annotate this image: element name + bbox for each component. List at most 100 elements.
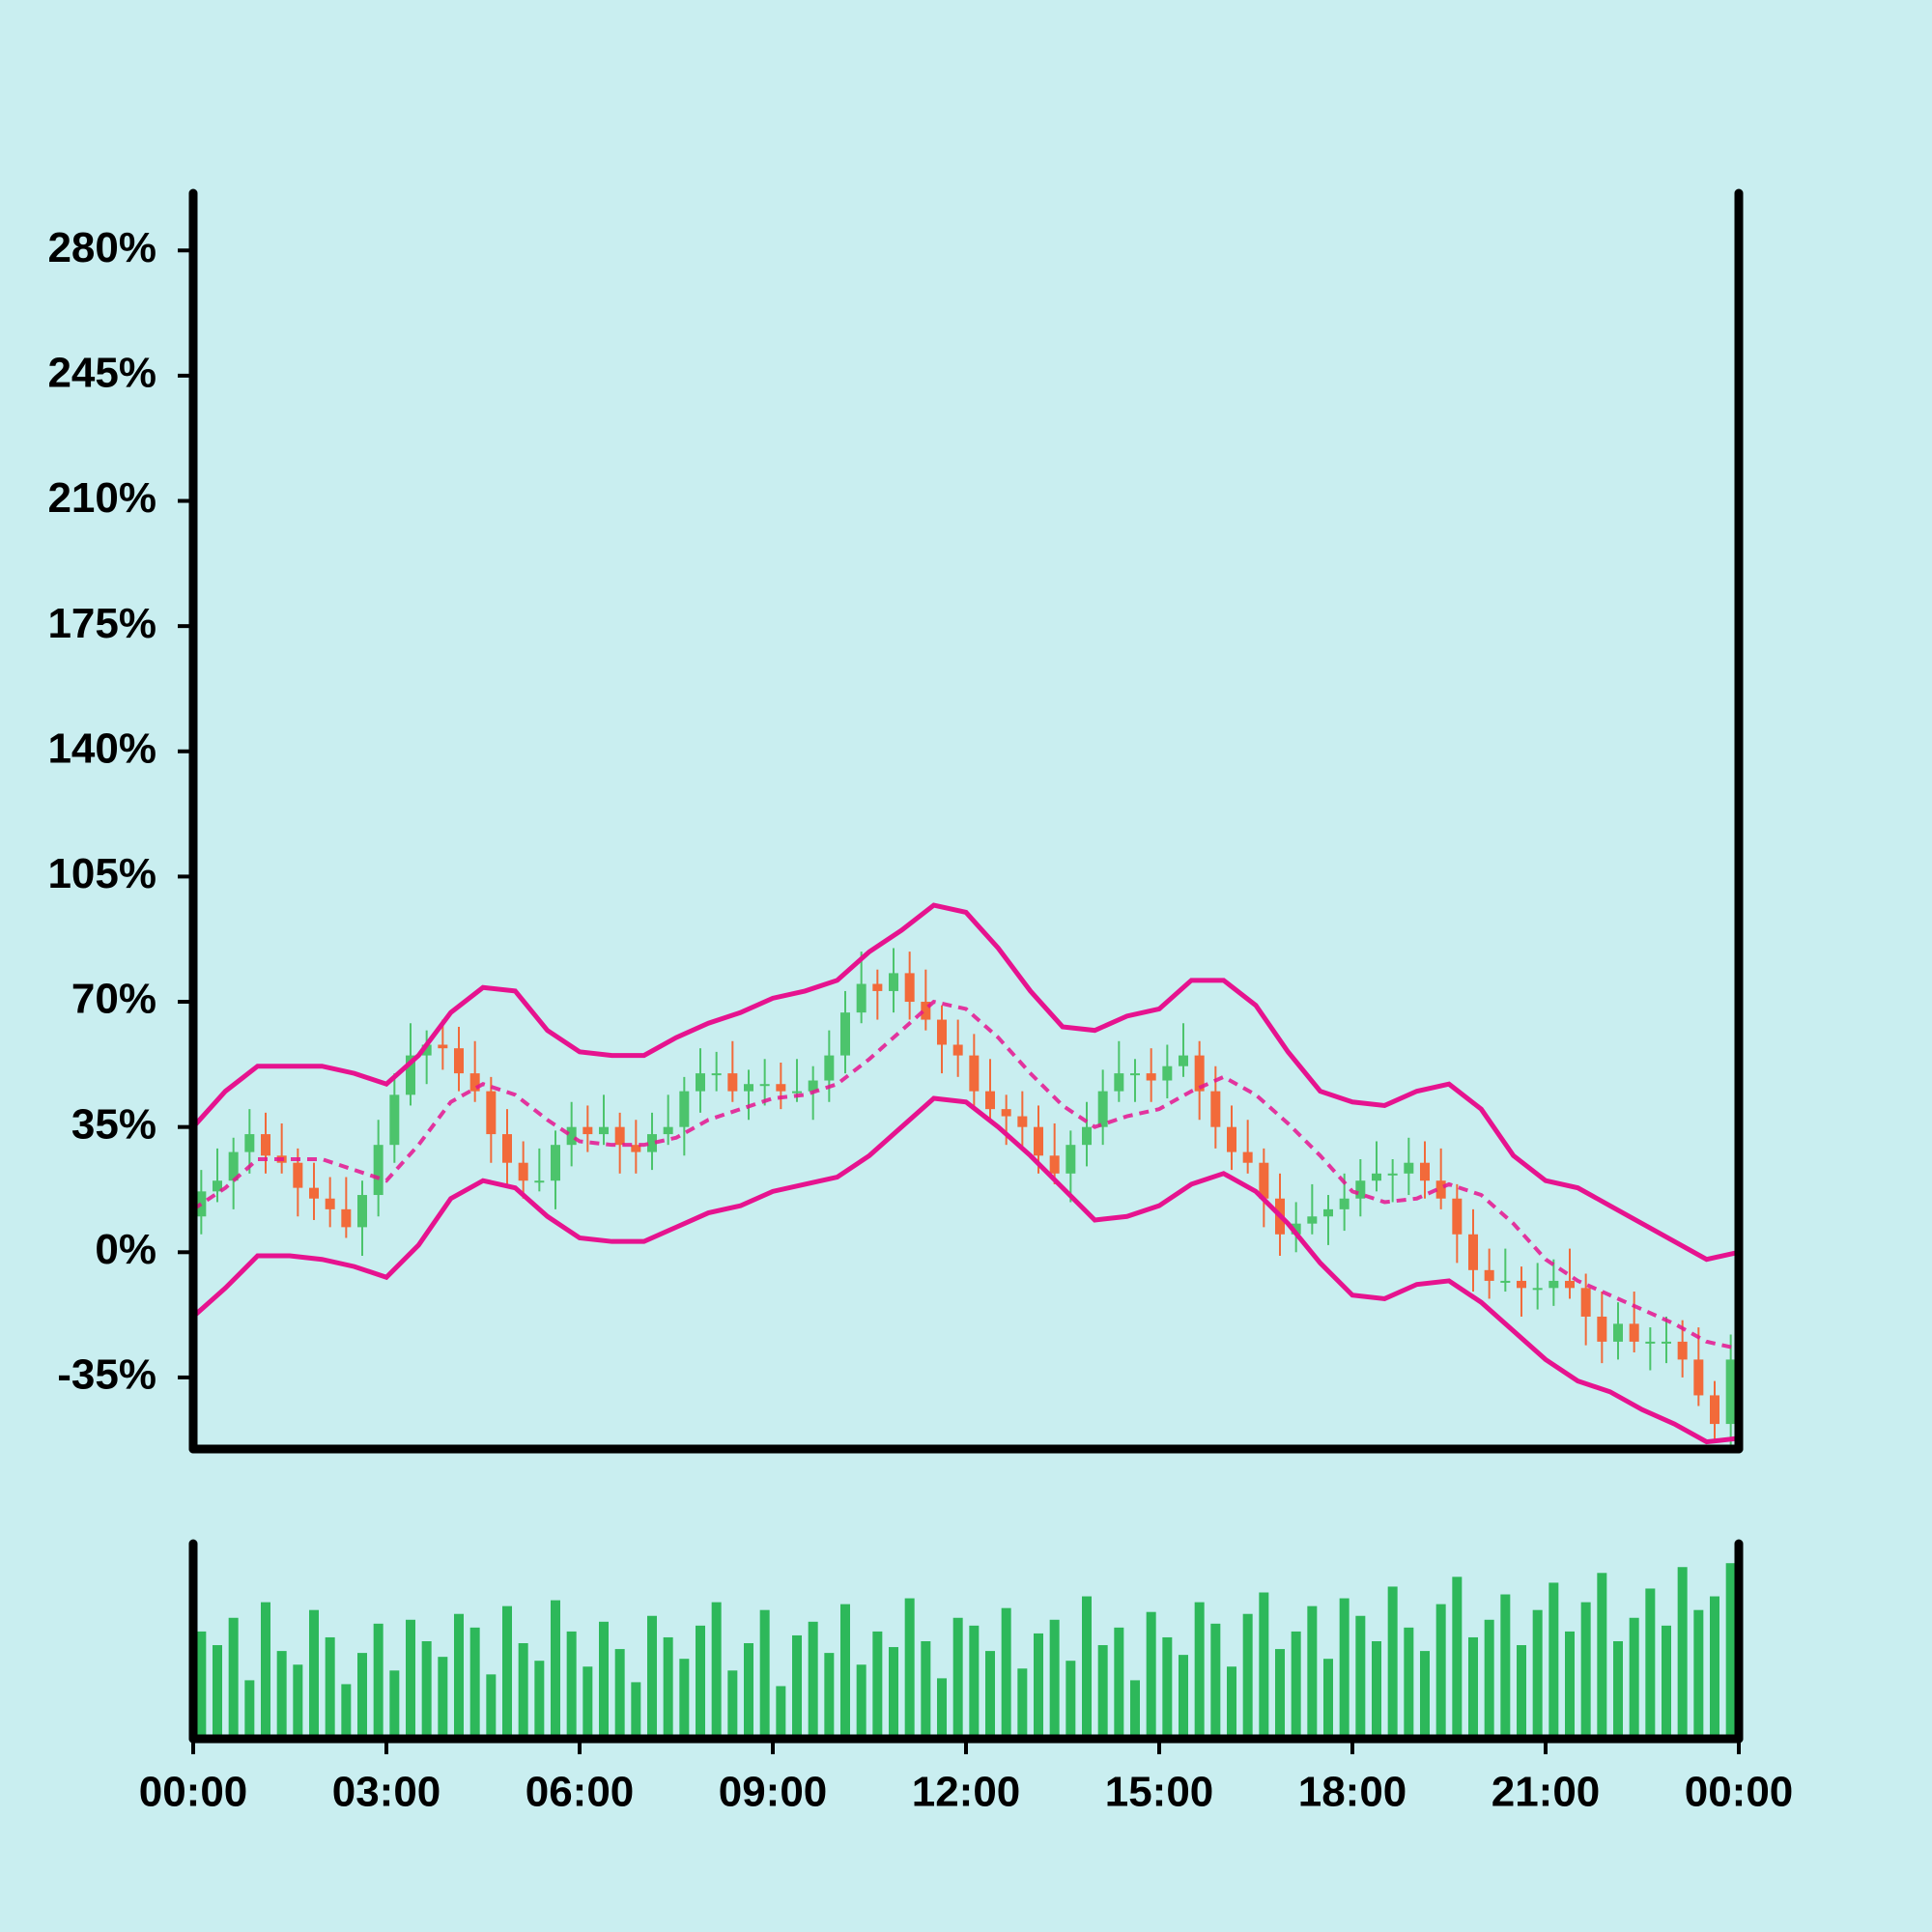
volume-bar xyxy=(1613,1641,1623,1739)
volume-bar xyxy=(1645,1588,1656,1739)
band-line xyxy=(193,1095,1739,1445)
volume-bar xyxy=(744,1643,753,1739)
candle-body xyxy=(1420,1162,1430,1181)
candle-body xyxy=(1307,1216,1318,1224)
candle-body xyxy=(438,1044,448,1049)
x-tick-label: 12:00 xyxy=(912,1769,1021,1816)
volume-bar xyxy=(904,1598,915,1739)
candle-body xyxy=(663,1126,673,1135)
candle-body xyxy=(1468,1234,1478,1270)
candle-body xyxy=(1291,1223,1301,1235)
volume-bar xyxy=(937,1678,947,1739)
volume-bar xyxy=(1565,1631,1575,1739)
candle-body xyxy=(1146,1073,1156,1081)
volume-bar xyxy=(1291,1631,1301,1739)
candle-body xyxy=(341,1208,352,1228)
volume-bar xyxy=(406,1619,415,1739)
volume-bar xyxy=(261,1602,270,1739)
volume-bar xyxy=(438,1657,448,1739)
candle-body xyxy=(1387,1173,1398,1176)
candle-body xyxy=(631,1145,641,1152)
volume-bar xyxy=(1307,1605,1318,1739)
candle-body xyxy=(582,1126,593,1135)
candle-body xyxy=(1565,1280,1575,1289)
volume-bar xyxy=(599,1621,609,1739)
y-tick-label: -35% xyxy=(57,1351,156,1399)
y-tick-label: 210% xyxy=(47,474,156,522)
volume-bar xyxy=(1452,1577,1463,1739)
volume-bar xyxy=(1146,1611,1156,1739)
candle-body xyxy=(1580,1288,1591,1317)
candle-body xyxy=(228,1151,239,1181)
volume-bar xyxy=(1355,1615,1366,1739)
candle-body xyxy=(1532,1288,1543,1291)
volume-bar xyxy=(1677,1567,1688,1739)
x-tick-label: 00:00 xyxy=(139,1769,248,1816)
candle-body xyxy=(325,1198,335,1209)
candle-body xyxy=(421,1044,432,1056)
candle-body xyxy=(1597,1316,1607,1342)
candle-body xyxy=(1613,1323,1623,1342)
candle-body xyxy=(727,1073,738,1092)
candle-body xyxy=(1130,1073,1140,1076)
volume-bar xyxy=(1065,1661,1076,1739)
volume-bar xyxy=(631,1682,641,1739)
candle-body xyxy=(696,1073,705,1092)
volume-bar xyxy=(1597,1573,1607,1739)
candle-body xyxy=(1242,1151,1253,1163)
volume-bar xyxy=(1580,1602,1591,1739)
candle-body xyxy=(711,1073,722,1076)
volume-bar xyxy=(1227,1666,1236,1739)
volume-bar xyxy=(792,1634,802,1739)
candle-body xyxy=(937,1019,947,1045)
candle-body xyxy=(759,1084,770,1087)
candle-body xyxy=(551,1145,560,1181)
volume-bar xyxy=(566,1631,577,1739)
candle-body xyxy=(1645,1341,1656,1344)
volume-bar xyxy=(1275,1649,1285,1739)
plot-area xyxy=(193,902,1739,1446)
volume-bar xyxy=(1517,1645,1526,1739)
volume-bar xyxy=(1468,1636,1478,1739)
volume-bar xyxy=(469,1627,480,1739)
volume-bar xyxy=(614,1649,625,1739)
candle-body xyxy=(454,1048,464,1074)
volume-bar xyxy=(1082,1596,1092,1739)
candle-body xyxy=(1355,1180,1366,1199)
volume-bar xyxy=(228,1617,239,1739)
candle-body xyxy=(1323,1208,1333,1217)
candle-body xyxy=(196,1191,207,1217)
volume-bar xyxy=(518,1643,528,1739)
candle-body xyxy=(244,1134,255,1152)
volume-bar xyxy=(776,1686,786,1739)
volume-bar xyxy=(759,1609,770,1739)
candle-body xyxy=(566,1126,577,1146)
volume-bar xyxy=(952,1617,963,1739)
volume-bar xyxy=(1001,1607,1011,1739)
candle-body xyxy=(872,983,883,991)
candle-body xyxy=(1034,1126,1043,1156)
volume-bar xyxy=(486,1674,497,1739)
volume-bar xyxy=(1179,1655,1188,1739)
candle-body xyxy=(776,1084,786,1092)
x-tick-label: 21:00 xyxy=(1492,1769,1601,1816)
volume-bar xyxy=(808,1621,818,1739)
volume-bar xyxy=(856,1664,867,1739)
y-tick-label: 140% xyxy=(47,724,156,772)
candle-body xyxy=(1435,1180,1446,1199)
y-tick-label: 280% xyxy=(47,224,156,271)
y-tick-label: 245% xyxy=(47,350,156,397)
volume-bar xyxy=(1339,1598,1350,1739)
candle-body xyxy=(1484,1269,1494,1281)
volume-bar xyxy=(696,1625,705,1739)
candle-body xyxy=(808,1080,818,1092)
candle-body xyxy=(824,1055,835,1081)
candle-body xyxy=(1227,1126,1236,1152)
volume-bar xyxy=(1710,1596,1719,1739)
volume-bar xyxy=(921,1641,931,1739)
volume-bar xyxy=(1162,1636,1173,1739)
candle-body xyxy=(1179,1055,1188,1066)
candle-body xyxy=(1710,1395,1719,1425)
candle-body xyxy=(1404,1162,1414,1174)
